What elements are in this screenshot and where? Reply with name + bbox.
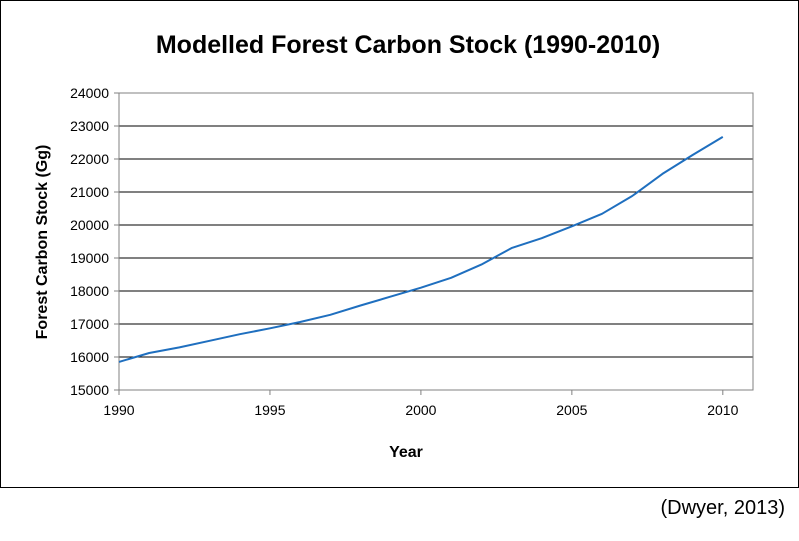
grid	[119, 125, 753, 358]
x-tick-label: 2010	[707, 402, 738, 418]
line-chart: Modelled Forest Carbon Stock (1990-2010)…	[34, 31, 754, 461]
y-tick-label: 21000	[70, 184, 109, 200]
source-note: (Dwyer, 2013)	[660, 497, 786, 519]
y-tick-label: 22000	[70, 151, 109, 167]
y-tick-label: 20000	[70, 217, 109, 233]
chart-frame	[0, 0, 799, 488]
x-axis-title: Year	[389, 444, 423, 461]
series-line	[118, 136, 724, 363]
y-axis-title: Forest Carbon Stock (Gg)	[34, 145, 51, 340]
axes: 15000 16000 17000 18000 19000 20000 21000 22000…	[70, 85, 739, 418]
series-layer	[118, 136, 724, 363]
x-tick-label: 2005	[556, 402, 587, 418]
x-tick-label: 1995	[254, 402, 285, 418]
chart-title: Modelled Forest Carbon Stock (1990-2010)	[156, 31, 660, 59]
y-tick-label: 18000	[70, 283, 109, 299]
y-tick-label: 19000	[70, 250, 109, 266]
y-tick-label: 15000	[70, 382, 109, 398]
x-tick-label: 1990	[103, 402, 134, 418]
y-tick-label: 24000	[70, 85, 109, 101]
x-tick-label: 2000	[405, 402, 436, 418]
y-tick-label: 16000	[70, 349, 109, 365]
y-tick-label: 17000	[70, 316, 109, 332]
y-tick-label: 23000	[70, 118, 109, 134]
plot-area	[118, 92, 754, 391]
